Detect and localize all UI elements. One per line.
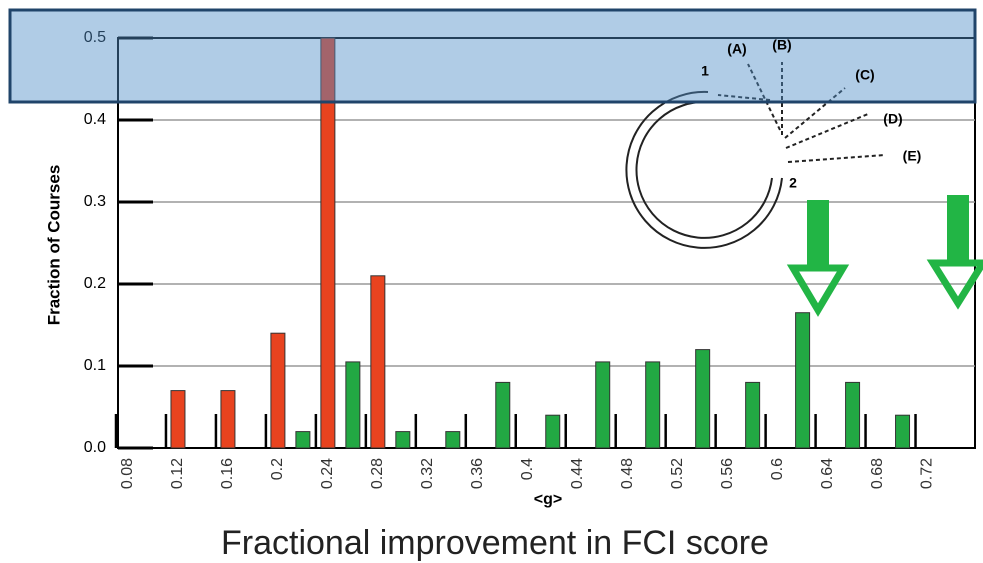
annotation: (C) <box>855 67 874 83</box>
x-tick-label: 0.24 <box>319 458 336 489</box>
bar <box>645 361 661 449</box>
x-tick-label: 0.28 <box>369 458 386 489</box>
x-tick-label: 0.12 <box>169 458 186 489</box>
x-tick-label: 0.52 <box>669 458 686 489</box>
annotation: (B) <box>772 37 791 53</box>
y-tick-label: 0.4 <box>84 111 106 128</box>
x-tick-label: 0.36 <box>469 458 486 489</box>
bar <box>445 431 461 449</box>
x-tick-label: 0.08 <box>119 458 136 489</box>
spiral-inner <box>635 100 773 239</box>
bar <box>845 381 861 449</box>
y-tick-label: 0.3 <box>84 193 106 210</box>
bar <box>695 349 711 449</box>
bar <box>495 381 511 449</box>
bar <box>795 312 811 449</box>
bar <box>270 332 286 449</box>
x-tick-label: 0.2 <box>269 458 286 480</box>
arrows <box>717 62 886 163</box>
plot: 0.0 0.1 0.2 0.3 0.4 0.5 0.08 0.12 0.16 0.2 0.24 0.2… <box>84 29 976 489</box>
annotation: (A) <box>727 41 746 57</box>
bar <box>345 361 361 449</box>
bar <box>545 414 561 449</box>
x-tick-label: 0.44 <box>569 458 586 489</box>
annotation: 2 <box>789 175 797 191</box>
annotation: 1 <box>701 63 709 79</box>
y-tick-label: 0.2 <box>84 275 106 292</box>
bar <box>895 414 911 449</box>
y-axis-label: Fraction of Courses <box>44 165 63 326</box>
highlight-band <box>8 8 977 104</box>
bar <box>745 381 761 449</box>
annotation: (E) <box>903 148 922 164</box>
x-axis-label: Fractional improvement in FCI score <box>221 524 769 562</box>
bar <box>595 361 611 449</box>
x-tick-label: 0.6 <box>769 458 786 480</box>
x-tick-label: 0.64 <box>819 458 836 489</box>
bar <box>170 390 186 449</box>
x-tick-label: 0.48 <box>619 458 636 489</box>
y-tick-label: 0.1 <box>84 357 106 374</box>
x-tick-label: 0.32 <box>419 458 436 489</box>
x-tick-label: 0.16 <box>219 458 236 489</box>
x-tick-label: 0.72 <box>919 458 936 489</box>
bar <box>370 275 386 449</box>
y-tick-label: 0.0 <box>84 439 106 456</box>
x-tick-label: 0.4 <box>519 458 536 480</box>
annotation: (D) <box>883 111 902 127</box>
x-tick-label: 0.68 <box>869 458 886 489</box>
bar <box>220 390 236 449</box>
y-tick-label: 0.5 <box>84 29 106 46</box>
x-tick-label: 0.56 <box>719 458 736 489</box>
spiral-diagram <box>625 62 886 249</box>
bar <box>320 37 336 449</box>
bar <box>295 431 311 449</box>
axis-symbol: <g> <box>534 491 562 508</box>
spiral-outer <box>625 90 783 249</box>
green-arrows <box>786 195 983 317</box>
bar <box>395 431 411 449</box>
